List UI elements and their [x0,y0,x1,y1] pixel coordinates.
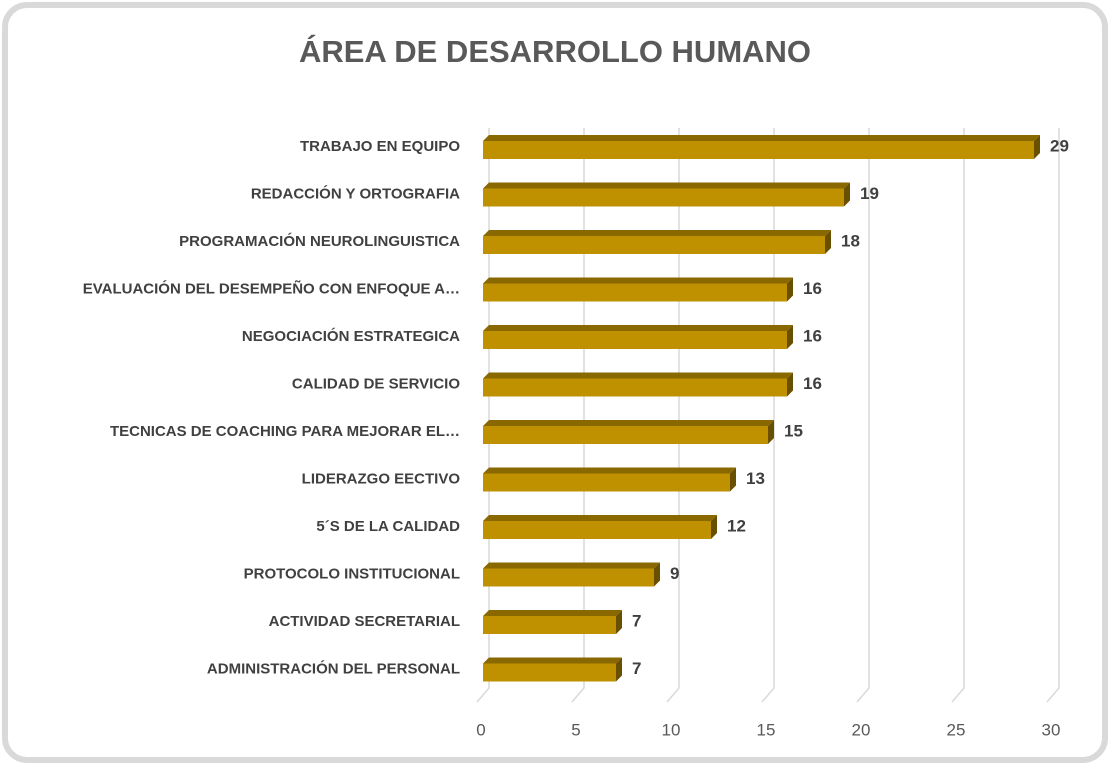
bar-face [654,562,660,587]
bar-face [1034,135,1040,159]
bar [483,182,850,207]
bar-face [483,230,831,236]
bar-face [483,473,730,492]
y-tick-label: REDACCIÓN Y ORTOGRAFIA [251,184,460,202]
bar-face [825,230,831,254]
y-tick-label: ADMINISTRACIÓN DEL PERSONAL [207,659,460,677]
data-label: 9 [670,564,679,583]
bar [483,562,660,587]
bar [483,372,793,397]
bar-face [483,182,850,189]
bar-face [844,182,850,207]
grid-line [761,128,775,703]
bar-face [483,331,787,349]
bar [483,325,793,349]
data-label: 12 [727,516,746,535]
y-tick-label: CALIDAD DE SERVICIO [292,375,460,392]
x-tick-label: 25 [947,720,966,739]
bar [483,420,774,444]
x-tick-label: 20 [852,720,871,739]
data-label: 19 [860,184,879,203]
chart-title: ÁREA DE DESARROLLO HUMANO [299,34,811,69]
data-label: 7 [632,611,641,630]
bar-face [483,426,768,444]
bar-face [483,378,787,397]
data-label: 13 [746,469,765,488]
bar [483,277,793,302]
bar-face [483,141,1034,159]
grid-line [1046,128,1060,703]
y-tick-label: PROGRAMACIÓN NEUROLINGUISTICA [179,232,460,250]
y-tick-label: 5´S DE LA CALIDAD [316,518,460,535]
data-label: 29 [1050,136,1069,155]
bar-face [616,610,622,634]
bar-face [483,521,711,539]
bar-face [483,610,622,616]
grid-line [951,128,965,703]
bar-face [483,467,736,474]
bar-face [616,657,622,682]
bar-face [483,568,654,587]
x-tick-label: 30 [1042,720,1061,739]
data-label: 15 [784,421,803,440]
bar-face [483,420,774,426]
data-label: 16 [803,279,822,298]
x-tick-label: 5 [571,720,580,739]
grid-line [666,128,680,703]
bar-face [787,372,793,397]
data-label: 16 [803,374,822,393]
bar-face [787,277,793,302]
bar-face [730,467,736,492]
bar-face [483,283,787,302]
bar-face [483,236,825,254]
bar-face [768,420,774,444]
y-tick-label: PROTOCOLO INSTITUCIONAL [244,565,460,582]
x-tick-label: 0 [476,720,485,739]
data-label: 16 [803,326,822,345]
bar-face [483,663,616,682]
x-tick-label: 10 [662,720,681,739]
bar-face [483,657,622,664]
bar-face [483,515,717,521]
grid-line [571,128,585,703]
bar-face [483,562,660,569]
bar-face [483,616,616,634]
y-tick-label: LIDERAZGO EECTIVO [302,470,461,487]
y-tick-label: TECNICAS DE COACHING PARA MEJORAR EL… [110,423,460,440]
data-label: 7 [632,659,641,678]
y-tick-label: EVALUACIÓN DEL DESEMPEÑO CON ENFOQUE A… [83,279,460,297]
y-tick-label: TRABAJO EN EQUIPO [300,138,460,155]
bar [483,135,1040,159]
x-tick-label: 15 [757,720,776,739]
bar-face [483,188,844,207]
data-label: 18 [841,231,860,250]
y-tick-label: NEGOCIACIÓN ESTRATEGICA [242,327,460,345]
bar [483,610,622,634]
bar-face [711,515,717,539]
grid-line [856,128,870,703]
bar [483,657,622,682]
bar-face [787,325,793,349]
bar [483,467,736,492]
bar [483,515,717,539]
bar [483,230,831,254]
y-tick-label: ACTIVIDAD SECRETARIAL [269,613,460,630]
bar-face [483,277,793,284]
bar-face [483,325,793,331]
bar-face [483,372,793,379]
bar-face [483,135,1040,141]
grid-line [476,128,490,703]
